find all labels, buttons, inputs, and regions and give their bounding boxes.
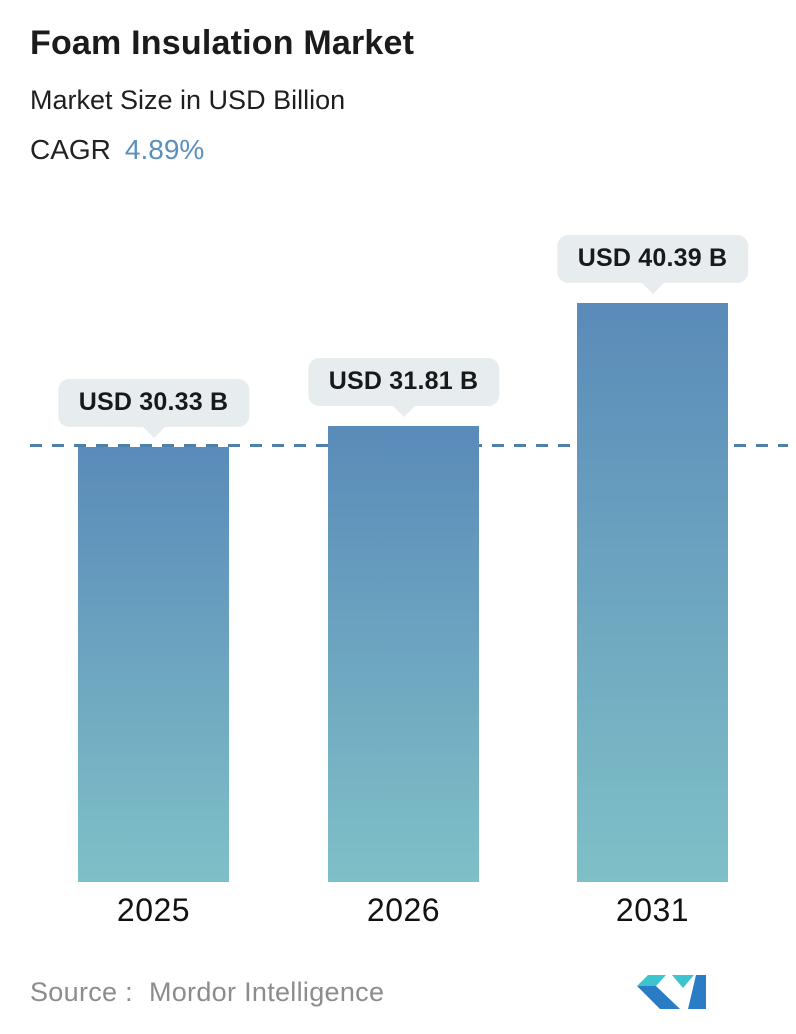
mordor-intelligence-logo [637,975,706,1009]
bar-group-2026: USD 31.81 B [307,358,500,882]
label-pointer-2025 [141,426,166,438]
value-label-2026: USD 31.81 B [307,358,500,406]
label-pointer-2026 [391,405,416,417]
bar-2026 [328,426,479,882]
bar-group-2025: USD 30.33 B [57,379,250,882]
value-label-2031: USD 40.39 B [556,235,749,283]
bar-group-2031: USD 40.39 B [556,235,749,882]
bar-2025 [78,447,229,882]
cagr-value: 4.89% [124,134,205,165]
value-label-2025: USD 30.33 B [57,379,250,427]
chart-subtitle: Market Size in USD Billion [30,85,346,115]
chart-footer: Source : Mordor Intelligence [30,975,766,1009]
source-value: Mordor Intelligence [148,976,385,1007]
label-pointer-2031 [640,282,665,294]
cagr-row: CAGR 4.89% [30,134,414,166]
bar-2031 [577,303,728,882]
x-tick-2031: 2031 [615,892,690,928]
page-title: Foam Insulation Market [30,24,415,62]
cagr-label: CAGR [30,134,111,165]
x-tick-2026: 2026 [366,892,441,928]
x-tick-2025: 2025 [116,892,191,928]
source-label: Source : [30,976,133,1007]
chart-header: Foam Insulation Market Market Size in US… [30,24,414,166]
source-line: Source : Mordor Intelligence [30,977,384,1008]
